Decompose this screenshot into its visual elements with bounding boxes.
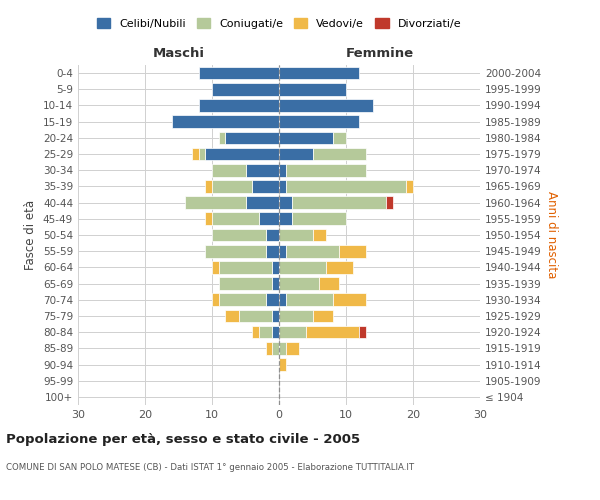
Bar [212,180,252,192]
Bar [313,310,332,322]
Bar [286,294,332,306]
Bar [199,67,279,80]
Bar [259,212,279,225]
Bar [279,164,286,176]
Bar [319,278,340,290]
Y-axis label: Fasce di età: Fasce di età [25,200,37,270]
Bar [185,196,245,209]
Bar [386,196,393,209]
Bar [279,310,313,322]
Bar [226,132,279,144]
Bar [406,180,413,192]
Bar [279,342,286,354]
Text: COMUNE DI SAN POLO MATESE (CB) - Dati ISTAT 1° gennaio 2005 - Elaborazione TUTTI: COMUNE DI SAN POLO MATESE (CB) - Dati IS… [6,462,414,471]
Bar [286,164,366,176]
Bar [279,180,286,192]
Bar [272,326,279,338]
Bar [219,261,272,274]
Legend: Celibi/Nubili, Coniugati/e, Vedovi/e, Divorziati/e: Celibi/Nubili, Coniugati/e, Vedovi/e, Di… [97,18,461,28]
Bar [279,278,319,290]
Text: Maschi: Maschi [152,47,205,60]
Bar [199,99,279,112]
Bar [245,164,279,176]
Bar [226,310,239,322]
Bar [279,326,306,338]
Bar [266,294,279,306]
Bar [279,132,332,144]
Bar [279,99,373,112]
Bar [326,261,353,274]
Bar [279,148,313,160]
Bar [279,196,292,209]
Bar [239,310,272,322]
Bar [266,228,279,241]
Bar [279,67,359,80]
Bar [286,342,299,354]
Bar [266,342,272,354]
Bar [245,196,279,209]
Bar [286,180,406,192]
Bar [286,245,340,258]
Bar [199,148,205,160]
Bar [252,326,259,338]
Bar [306,326,359,338]
Bar [259,326,272,338]
Bar [219,132,226,144]
Bar [279,83,346,96]
Bar [279,294,286,306]
Bar [212,294,218,306]
Bar [279,358,286,371]
Bar [266,245,279,258]
Bar [212,164,245,176]
Bar [212,261,218,274]
Bar [205,180,212,192]
Bar [313,148,366,160]
Bar [219,294,266,306]
Bar [252,180,279,192]
Bar [212,212,259,225]
Bar [279,261,326,274]
Bar [205,212,212,225]
Bar [279,228,313,241]
Bar [205,148,279,160]
Bar [212,228,266,241]
Y-axis label: Anni di nascita: Anni di nascita [545,192,558,278]
Bar [172,116,279,128]
Bar [272,310,279,322]
Bar [359,326,366,338]
Bar [279,116,359,128]
Bar [272,278,279,290]
Bar [332,132,346,144]
Bar [192,148,199,160]
Bar [205,245,266,258]
Text: Femmine: Femmine [346,47,413,60]
Bar [332,294,366,306]
Bar [340,245,366,258]
Bar [272,342,279,354]
Bar [292,196,386,209]
Bar [272,261,279,274]
Bar [292,212,346,225]
Bar [313,228,326,241]
Bar [279,245,286,258]
Bar [212,83,279,96]
Text: Popolazione per età, sesso e stato civile - 2005: Popolazione per età, sesso e stato civil… [6,432,360,446]
Bar [219,278,272,290]
Bar [279,212,292,225]
